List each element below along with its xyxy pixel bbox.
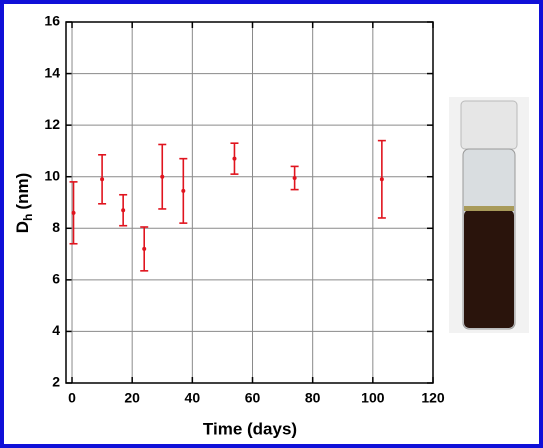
- x-tick-label: 80: [305, 390, 321, 406]
- point: [379, 177, 384, 182]
- vial-photo: [449, 97, 529, 333]
- vial-cap: [460, 100, 518, 150]
- point: [292, 176, 297, 181]
- point: [71, 210, 76, 215]
- point: [121, 208, 126, 213]
- y-tick-label: 6: [52, 271, 60, 287]
- vial-liquid: [464, 210, 514, 328]
- y-tick-label: 14: [44, 64, 60, 80]
- x-tick-label: 60: [245, 390, 261, 406]
- point: [232, 156, 237, 161]
- y-tick-label: 2: [52, 374, 60, 390]
- x-tick-label: 100: [361, 390, 385, 406]
- y-tick-label: 12: [44, 116, 60, 132]
- y-tick-label: 4: [52, 322, 60, 338]
- point: [160, 174, 165, 179]
- y-tick-label: 10: [44, 167, 60, 183]
- x-tick-label: 120: [421, 390, 445, 406]
- vial-meniscus: [464, 206, 514, 211]
- y-label-sub: h: [21, 214, 35, 221]
- point: [181, 188, 186, 193]
- x-axis-label: Time (days): [203, 419, 297, 438]
- y-tick-label: 16: [44, 13, 60, 29]
- x-tick-label: 40: [185, 390, 201, 406]
- y-label-main: D: [13, 221, 32, 233]
- x-tick-label: 0: [68, 390, 76, 406]
- point: [142, 246, 147, 251]
- y-axis-label: Dh (nm): [13, 173, 35, 233]
- point: [100, 177, 105, 182]
- plot-frame: [65, 21, 434, 384]
- x-tick-label: 20: [124, 390, 140, 406]
- y-label-unit: (nm): [13, 173, 32, 210]
- y-tick-label: 8: [52, 219, 60, 235]
